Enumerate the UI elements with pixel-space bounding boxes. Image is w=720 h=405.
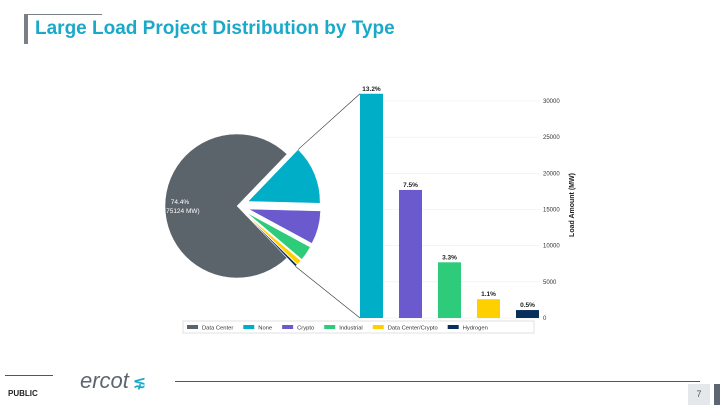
classification-label: PUBLIC: [8, 389, 38, 398]
bar-hydrogen: [516, 310, 539, 318]
bar-data-label: 13.2%: [362, 86, 381, 93]
footer-divider: [175, 381, 700, 382]
slide-title: Large Load Project Distribution by Type: [35, 18, 395, 39]
legend-swatch: [372, 325, 384, 329]
footer-accent-bar: [714, 384, 720, 405]
pie-slice-data-center-crypto: [245, 213, 302, 265]
title-accent-line: [24, 14, 102, 15]
bar-industrial: [438, 262, 461, 318]
legend-swatch: [187, 325, 198, 329]
connector-line-top: [297, 93, 361, 150]
page-number: 7: [688, 384, 710, 405]
pie-slice-data-center: [164, 133, 288, 279]
legend-entry: Hydrogen: [463, 326, 488, 332]
connector-line-bottom: [295, 266, 361, 319]
y-tick-label: 25000: [543, 135, 560, 141]
y-tick-label: 5000: [543, 280, 557, 286]
legend-swatch: [324, 325, 336, 329]
bar-crypto: [399, 189, 422, 318]
legend-entry: Data Center: [202, 326, 233, 332]
texas-logo-icon: ⋦: [132, 372, 147, 391]
bar-data-label: 0.5%: [520, 302, 535, 309]
bar-data-label: 3.3%: [442, 254, 457, 261]
legend-box: [182, 320, 535, 334]
y-tick-label: 10000: [543, 244, 560, 250]
y-tick-label: 30000: [543, 99, 560, 105]
bar-data-label: 1.1%: [481, 291, 496, 298]
pie-slice-industrial: [246, 212, 311, 260]
ercot-logo: ercot: [80, 368, 129, 393]
y-tick-label: 15000: [543, 208, 560, 214]
pie-data-label: (175124 MW): [160, 208, 199, 215]
bar-data-label: 7.5%: [403, 182, 418, 189]
legend-entry: Crypto: [297, 326, 314, 332]
legend-entry: None: [258, 326, 272, 332]
legend-entry: Industrial: [339, 326, 363, 332]
legend-swatch: [447, 325, 459, 329]
legend-entry: Data Center/Crypto: [388, 326, 438, 332]
footer-divider-short: [5, 375, 53, 376]
title-accent-bar: [24, 14, 28, 44]
bar-data-center-crypto: [477, 299, 500, 318]
pie-slice-none: [247, 149, 321, 204]
pie-slice-crypto: [248, 208, 321, 244]
y-tick-label: 20000: [543, 171, 560, 177]
y-axis-title: Load Amount (MW): [569, 173, 576, 237]
bar-none: [360, 93, 383, 319]
pie-data-label: 74.4%: [171, 199, 190, 206]
y-tick-label: 0: [543, 316, 547, 322]
legend-swatch: [243, 325, 255, 329]
legend-swatch: [282, 325, 294, 329]
